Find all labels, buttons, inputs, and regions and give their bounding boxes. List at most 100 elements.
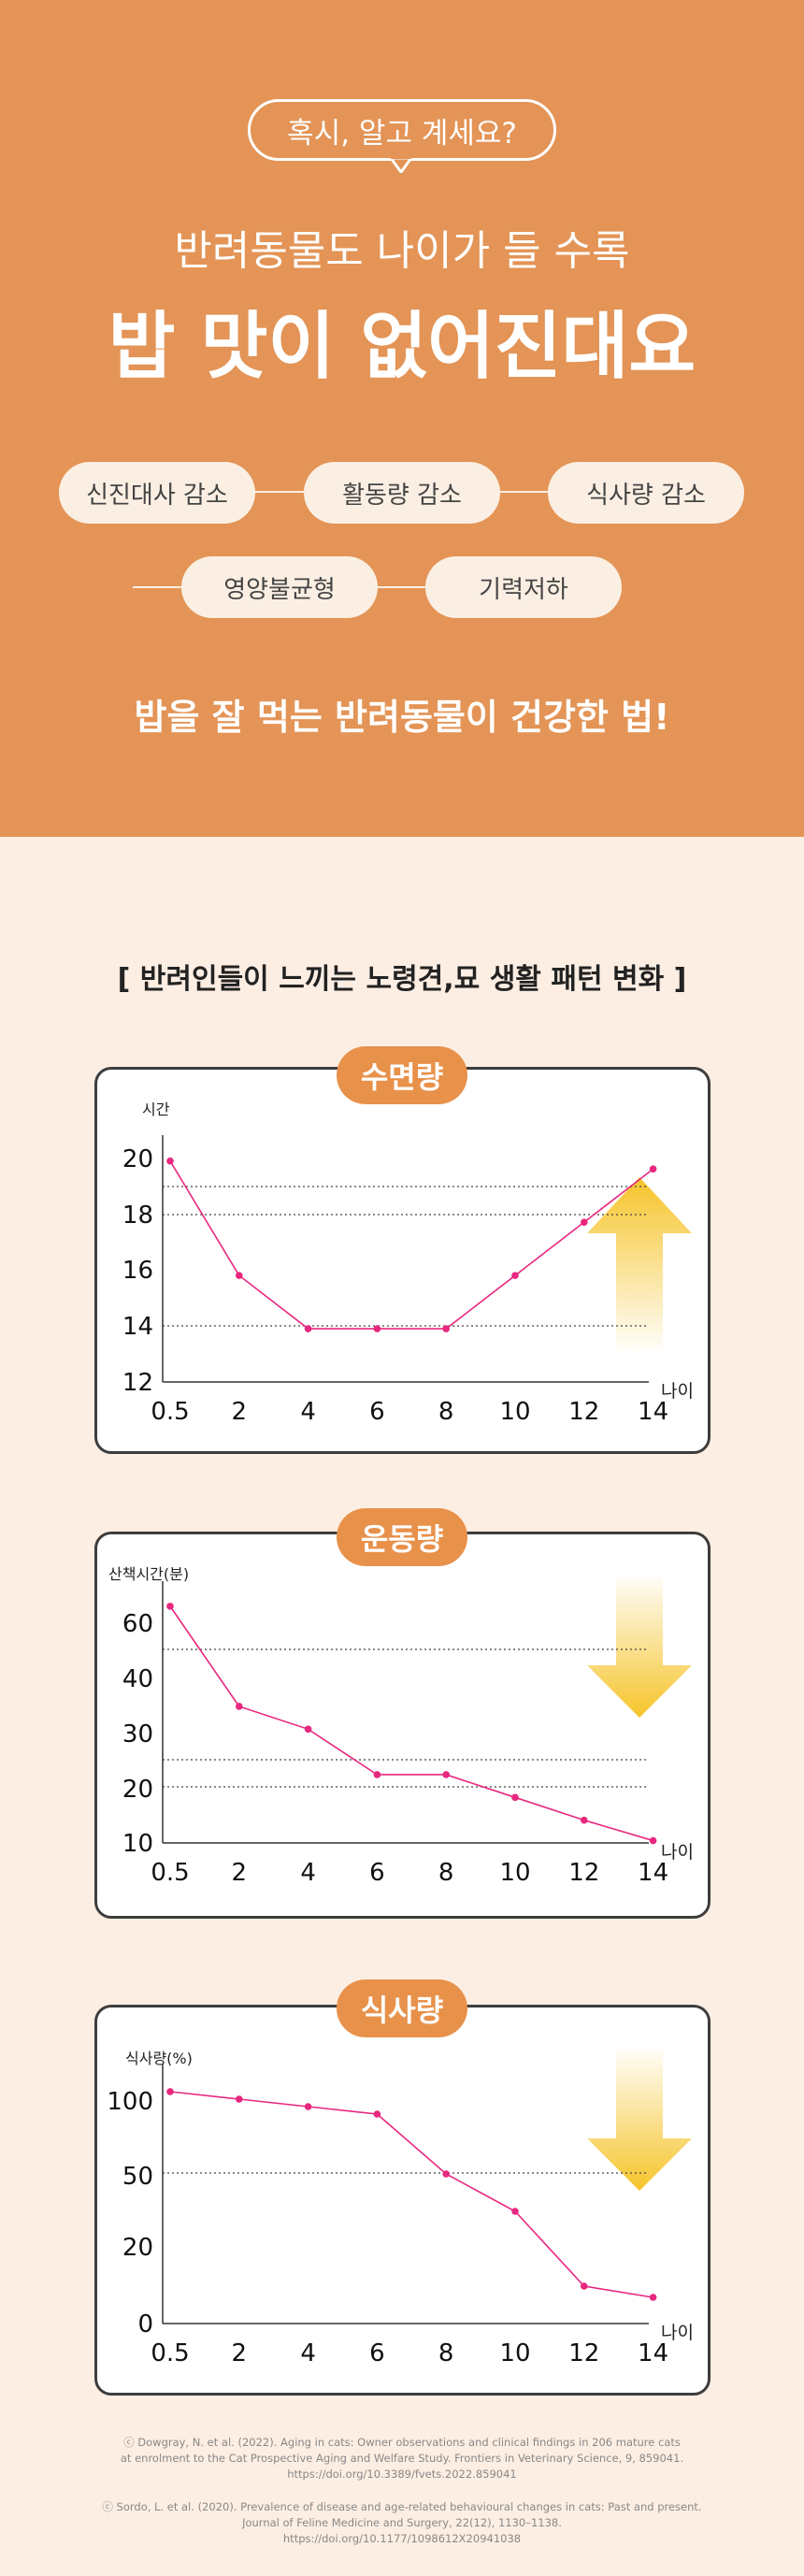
data-point bbox=[236, 1703, 243, 1710]
hero-footer: 밥을 잘 먹는 반려동물이 건강한 법! bbox=[134, 697, 670, 738]
data-point bbox=[511, 1793, 519, 1802]
y-tick-label: 0 bbox=[137, 2310, 153, 2339]
trend-down-arrow-icon bbox=[587, 2045, 692, 2191]
x-tick-label: 0.5 bbox=[151, 2339, 189, 2367]
x-axis-label: 나이 bbox=[661, 1842, 694, 1863]
section-title: [ 반려인들이 느끼는 노령견,묘 생활 패턴 변화 ] bbox=[117, 963, 687, 996]
x-tick-label: 14 bbox=[638, 2339, 668, 2367]
x-tick-label: 6 bbox=[369, 1398, 385, 1426]
hero-title: 밥 맛이 없어진대요 bbox=[108, 305, 696, 389]
symptom-pill: 활동량 감소 bbox=[304, 462, 500, 524]
data-point bbox=[581, 1218, 588, 1226]
data-point bbox=[581, 1816, 588, 1824]
x-tick-label: 12 bbox=[568, 1398, 599, 1426]
reference-2: ⓒ Sordo, L. et al. (2020). Prevalence of… bbox=[0, 2499, 804, 2547]
x-tick-label: 10 bbox=[499, 1398, 530, 1426]
data-point bbox=[649, 1165, 657, 1173]
symptom-pill: 식사량 감소 bbox=[548, 462, 744, 524]
data-point bbox=[166, 2088, 174, 2095]
y-tick-label: 50 bbox=[122, 2163, 153, 2191]
y-tick-label: 20 bbox=[122, 1776, 153, 1804]
x-tick-label: 10 bbox=[499, 1859, 530, 1887]
y-axis-label: 식사량(%) bbox=[125, 2050, 193, 2067]
trend-up-arrow-icon bbox=[587, 1177, 692, 1355]
sleep-chart-label: 수면량 bbox=[337, 1046, 467, 1104]
meal-chart-label: 식사량 bbox=[337, 1979, 467, 2037]
symptom-pill: 신진대사 감소 bbox=[59, 462, 255, 524]
data-point bbox=[649, 1836, 657, 1845]
reference-link[interactable]: https://doi.org/10.1177/1098612X20941038 bbox=[282, 2532, 522, 2545]
hero-subtitle: 반려동물도 나이가 들 수록 bbox=[174, 227, 630, 275]
x-tick-label: 6 bbox=[369, 1859, 385, 1887]
data-point bbox=[581, 2282, 588, 2290]
x-tick-label: 12 bbox=[568, 1859, 599, 1887]
x-tick-label: 2 bbox=[232, 2339, 248, 2367]
data-point bbox=[304, 1725, 312, 1734]
data-point bbox=[373, 1771, 381, 1778]
data-point bbox=[442, 1771, 451, 1778]
data-point bbox=[649, 2294, 657, 2301]
data-point bbox=[166, 1157, 174, 1165]
reference-1: ⓒ Dowgray, N. et al. (2022). Aging in ca… bbox=[0, 2435, 804, 2482]
reference-line: at enrolment to the Cat Prospective Agin… bbox=[120, 2452, 684, 2465]
reference-link[interactable]: https://doi.org/10.3389/fvets.2022.85904… bbox=[287, 2468, 517, 2481]
series-line bbox=[169, 1160, 654, 1330]
y-tick-label: 60 bbox=[122, 1610, 153, 1638]
y-axis-label: 시간 bbox=[142, 1101, 170, 1118]
x-tick-label: 14 bbox=[638, 1859, 668, 1887]
y-tick-label: 16 bbox=[122, 1257, 153, 1285]
bubble-tail bbox=[391, 158, 411, 173]
x-tick-label: 4 bbox=[300, 1859, 316, 1887]
x-tick-label: 0.5 bbox=[151, 1859, 189, 1887]
y-tick-label: 14 bbox=[122, 1313, 153, 1341]
connector-line bbox=[133, 586, 189, 588]
data-point bbox=[373, 1325, 381, 1332]
exercise-chart-label: 운동량 bbox=[337, 1508, 467, 1566]
x-tick-label: 8 bbox=[438, 1859, 454, 1887]
x-tick-label: 4 bbox=[300, 2339, 316, 2367]
connector-line bbox=[252, 491, 309, 493]
x-tick-label: 2 bbox=[232, 1398, 248, 1426]
data-point bbox=[511, 1272, 519, 1279]
trend-down-arrow-icon bbox=[587, 1572, 692, 1718]
y-tick-label: 10 bbox=[122, 1830, 153, 1858]
reference-line: ⓒ Dowgray, N. et al. (2022). Aging in ca… bbox=[123, 2436, 681, 2449]
x-tick-label: 10 bbox=[499, 2339, 530, 2367]
x-tick-label: 2 bbox=[232, 1859, 248, 1887]
data-point bbox=[236, 1272, 243, 1279]
y-tick-label: 100 bbox=[107, 2088, 153, 2116]
meal-chart-card: 식사량(%) 0 20 50 100 0.5 2 4 6 8 10 12 14 나이 bbox=[94, 2005, 711, 2396]
data-point bbox=[442, 2170, 451, 2178]
series-line bbox=[169, 1605, 653, 1842]
hero-banner: 혹시, 알고 계세요? 반려동물도 나이가 들 수록 밥 맛이 없어진대요 신진… bbox=[0, 0, 804, 837]
data-point bbox=[166, 1603, 174, 1610]
data-point bbox=[236, 2095, 243, 2103]
series-line bbox=[169, 2091, 653, 2298]
connector-line bbox=[374, 586, 430, 588]
y-tick-label: 40 bbox=[122, 1665, 153, 1693]
y-axis-label: 산책시간(분) bbox=[108, 1565, 189, 1583]
y-tick-label: 30 bbox=[122, 1720, 153, 1749]
data-point bbox=[442, 1325, 451, 1332]
sleep-chart-card: 시간 12 14 16 18 20 0.5 2 4 6 8 10 12 14 나이 bbox=[94, 1067, 711, 1454]
x-axis-label: 나이 bbox=[661, 2323, 694, 2343]
x-tick-label: 6 bbox=[369, 2339, 385, 2367]
y-tick-label: 18 bbox=[122, 1202, 153, 1230]
x-tick-label: 14 bbox=[638, 1398, 668, 1426]
symptom-pill: 기력저하 bbox=[425, 556, 622, 618]
symptom-pill: 영양불균형 bbox=[181, 556, 378, 618]
x-tick-label: 4 bbox=[300, 1398, 316, 1426]
reference-line: Journal of Feline Medicine and Surgery, … bbox=[242, 2516, 562, 2529]
x-tick-label: 12 bbox=[568, 2339, 599, 2367]
question-bubble: 혹시, 알고 계세요? bbox=[248, 99, 556, 161]
data-point bbox=[304, 2103, 312, 2110]
x-axis-label: 나이 bbox=[661, 1381, 694, 1402]
data-point bbox=[373, 2110, 381, 2118]
data-point bbox=[304, 1325, 312, 1332]
x-tick-label: 0.5 bbox=[151, 1398, 189, 1426]
exercise-chart-card: 산책시간(분) 10 20 30 40 60 0.5 2 4 6 8 10 12 14 나이 bbox=[94, 1532, 711, 1919]
y-tick-label: 12 bbox=[122, 1369, 153, 1397]
x-tick-label: 8 bbox=[438, 1398, 454, 1426]
